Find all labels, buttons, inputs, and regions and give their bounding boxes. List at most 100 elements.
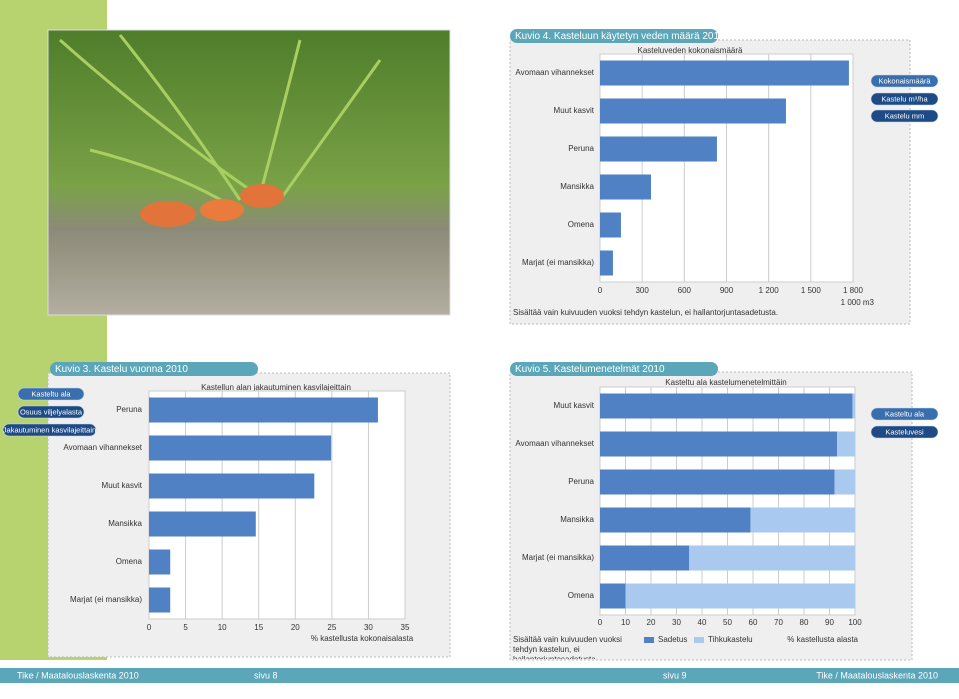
category-label: Mansikka: [560, 182, 594, 191]
bar-segment: [600, 469, 835, 495]
chart-title: Kuvio 5. Kastelumenetelmät 2010: [515, 364, 665, 375]
bar: [149, 397, 378, 423]
x-tick-label: 60: [749, 618, 758, 627]
x-tick-label: 1 800: [843, 286, 864, 295]
x-tick-label: 40: [698, 618, 707, 627]
chart-subtitle: Kasteltu ala kastelumenetelmittäin: [665, 378, 786, 387]
x-tick-label: 5: [183, 623, 188, 632]
bar-segment: [600, 583, 626, 609]
category-label: Peruna: [568, 144, 594, 153]
toggle-button[interactable]: Kasteluvesi: [870, 425, 939, 439]
toggle-button[interactable]: Osuus viljelyalasta: [17, 405, 85, 419]
chart-title: Kuvio 3. Kastelu vuonna 2010: [55, 364, 188, 375]
button-shape: [870, 425, 939, 439]
toggle-button[interactable]: Kasteltu ala: [17, 387, 85, 401]
bar: [600, 98, 786, 124]
x-tick-label: 20: [291, 623, 300, 632]
x-tick-label: 10: [218, 623, 227, 632]
bar-segment: [600, 507, 751, 533]
footer-bar: [0, 668, 959, 683]
bar: [600, 60, 849, 86]
toggle-button[interactable]: Kasteltu ala: [870, 407, 939, 421]
category-label: Mansikka: [560, 515, 594, 524]
x-tick-label: 300: [635, 286, 649, 295]
x-tick-label: 10: [621, 618, 630, 627]
bar-segment: [852, 393, 855, 419]
title-pill: [510, 362, 718, 376]
category-label: Avomaan vihannekset: [63, 443, 142, 452]
footer-page: sivu 8: [254, 670, 278, 680]
x-tick-label: 0: [598, 286, 603, 295]
button-shape: [870, 109, 939, 123]
category-label: Marjat (ei mansikka): [522, 258, 594, 267]
plot-area: [148, 390, 406, 620]
category-label: Omena: [116, 557, 143, 566]
category-label: Peruna: [568, 477, 594, 486]
legend-label: Tihkukastelu: [708, 635, 753, 644]
x-tick-label: 90: [825, 618, 834, 627]
toggle-button[interactable]: Jakautuminen kasvilajeittain: [2, 423, 97, 437]
x-axis-label: % kastellusta kokonaisalasta: [311, 634, 414, 643]
bar: [149, 549, 171, 575]
button-shape: [870, 407, 939, 421]
chart-title: Kuvio 4. Kasteluun käytetyn veden määrä …: [515, 31, 725, 42]
chart-note: Sisältää vain kuivuuden vuoksi tehdyn ka…: [513, 635, 622, 659]
button-label: Jakautuminen kasvilajeittain: [3, 425, 96, 434]
category-label: Mansikka: [108, 519, 142, 528]
category-label: Muut kasvit: [554, 401, 595, 410]
category-label: Marjat (ei mansikka): [70, 595, 142, 604]
footer-left: Tike / Maatalouslaskenta 2010: [17, 670, 139, 680]
chart-note: Sisältää vain kuivuuden vuoksi tehdyn ka…: [513, 308, 779, 317]
x-axis-label: % kastellusta alasta: [787, 635, 858, 644]
category-label: Avomaan vihannekset: [515, 68, 594, 77]
category-label: Muut kasvit: [554, 106, 595, 115]
category-label: Muut kasvit: [102, 481, 143, 490]
x-tick-label: 80: [800, 618, 809, 627]
button-shape: [870, 92, 939, 106]
button-label: Kasteltu ala: [885, 409, 925, 418]
bar-segment: [625, 583, 855, 609]
bar-segment: [600, 545, 690, 571]
chart-subtitle: Kastellun alan jakautuminen kasvilajeitt…: [201, 383, 351, 392]
x-tick-label: 100: [848, 618, 862, 627]
bar: [600, 136, 717, 162]
x-tick-label: 50: [723, 618, 732, 627]
button-label: Kastelu mm: [885, 111, 925, 120]
bar-segment: [600, 431, 838, 457]
legend-swatch: [644, 637, 654, 643]
bar: [149, 511, 256, 537]
bar-segment: [689, 545, 855, 571]
button-shape: [870, 74, 939, 88]
note-box: Sisältää vain kuivuuden vuoksi tehdyn ka…: [513, 635, 622, 659]
x-tick-label: 35: [401, 623, 410, 632]
bar: [149, 473, 315, 499]
bar-segment: [837, 431, 855, 457]
x-tick-label: 20: [647, 618, 656, 627]
x-tick-label: 1 200: [759, 286, 780, 295]
bar-segment: [750, 507, 855, 533]
button-shape: [17, 405, 85, 419]
category-label: Peruna: [116, 405, 142, 414]
toggle-button[interactable]: Kastelu m³/ha: [870, 92, 939, 106]
x-tick-label: 30: [672, 618, 681, 627]
bar-segment: [600, 393, 853, 419]
category-label: Omena: [568, 220, 595, 229]
toggle-button[interactable]: Kokonaismäärä: [870, 74, 939, 88]
x-tick-label: 15: [254, 623, 263, 632]
button-shape: [2, 423, 97, 437]
note-box: Sisältää vain kuivuuden vuoksi tehdyn ka…: [513, 308, 779, 317]
button-shape: [17, 387, 85, 401]
bar: [149, 587, 171, 613]
legend-label: Sadetus: [658, 635, 687, 644]
bar: [600, 174, 652, 200]
title-pill: [50, 362, 258, 376]
button-label: Kokonaismäärä: [878, 76, 931, 85]
toggle-button[interactable]: Kastelu mm: [870, 109, 939, 123]
category-label: Marjat (ei mansikka): [522, 553, 594, 562]
title-pill: [510, 29, 718, 43]
bar: [600, 212, 621, 238]
x-tick-label: 1 500: [801, 286, 822, 295]
x-tick-label: 0: [147, 623, 152, 632]
